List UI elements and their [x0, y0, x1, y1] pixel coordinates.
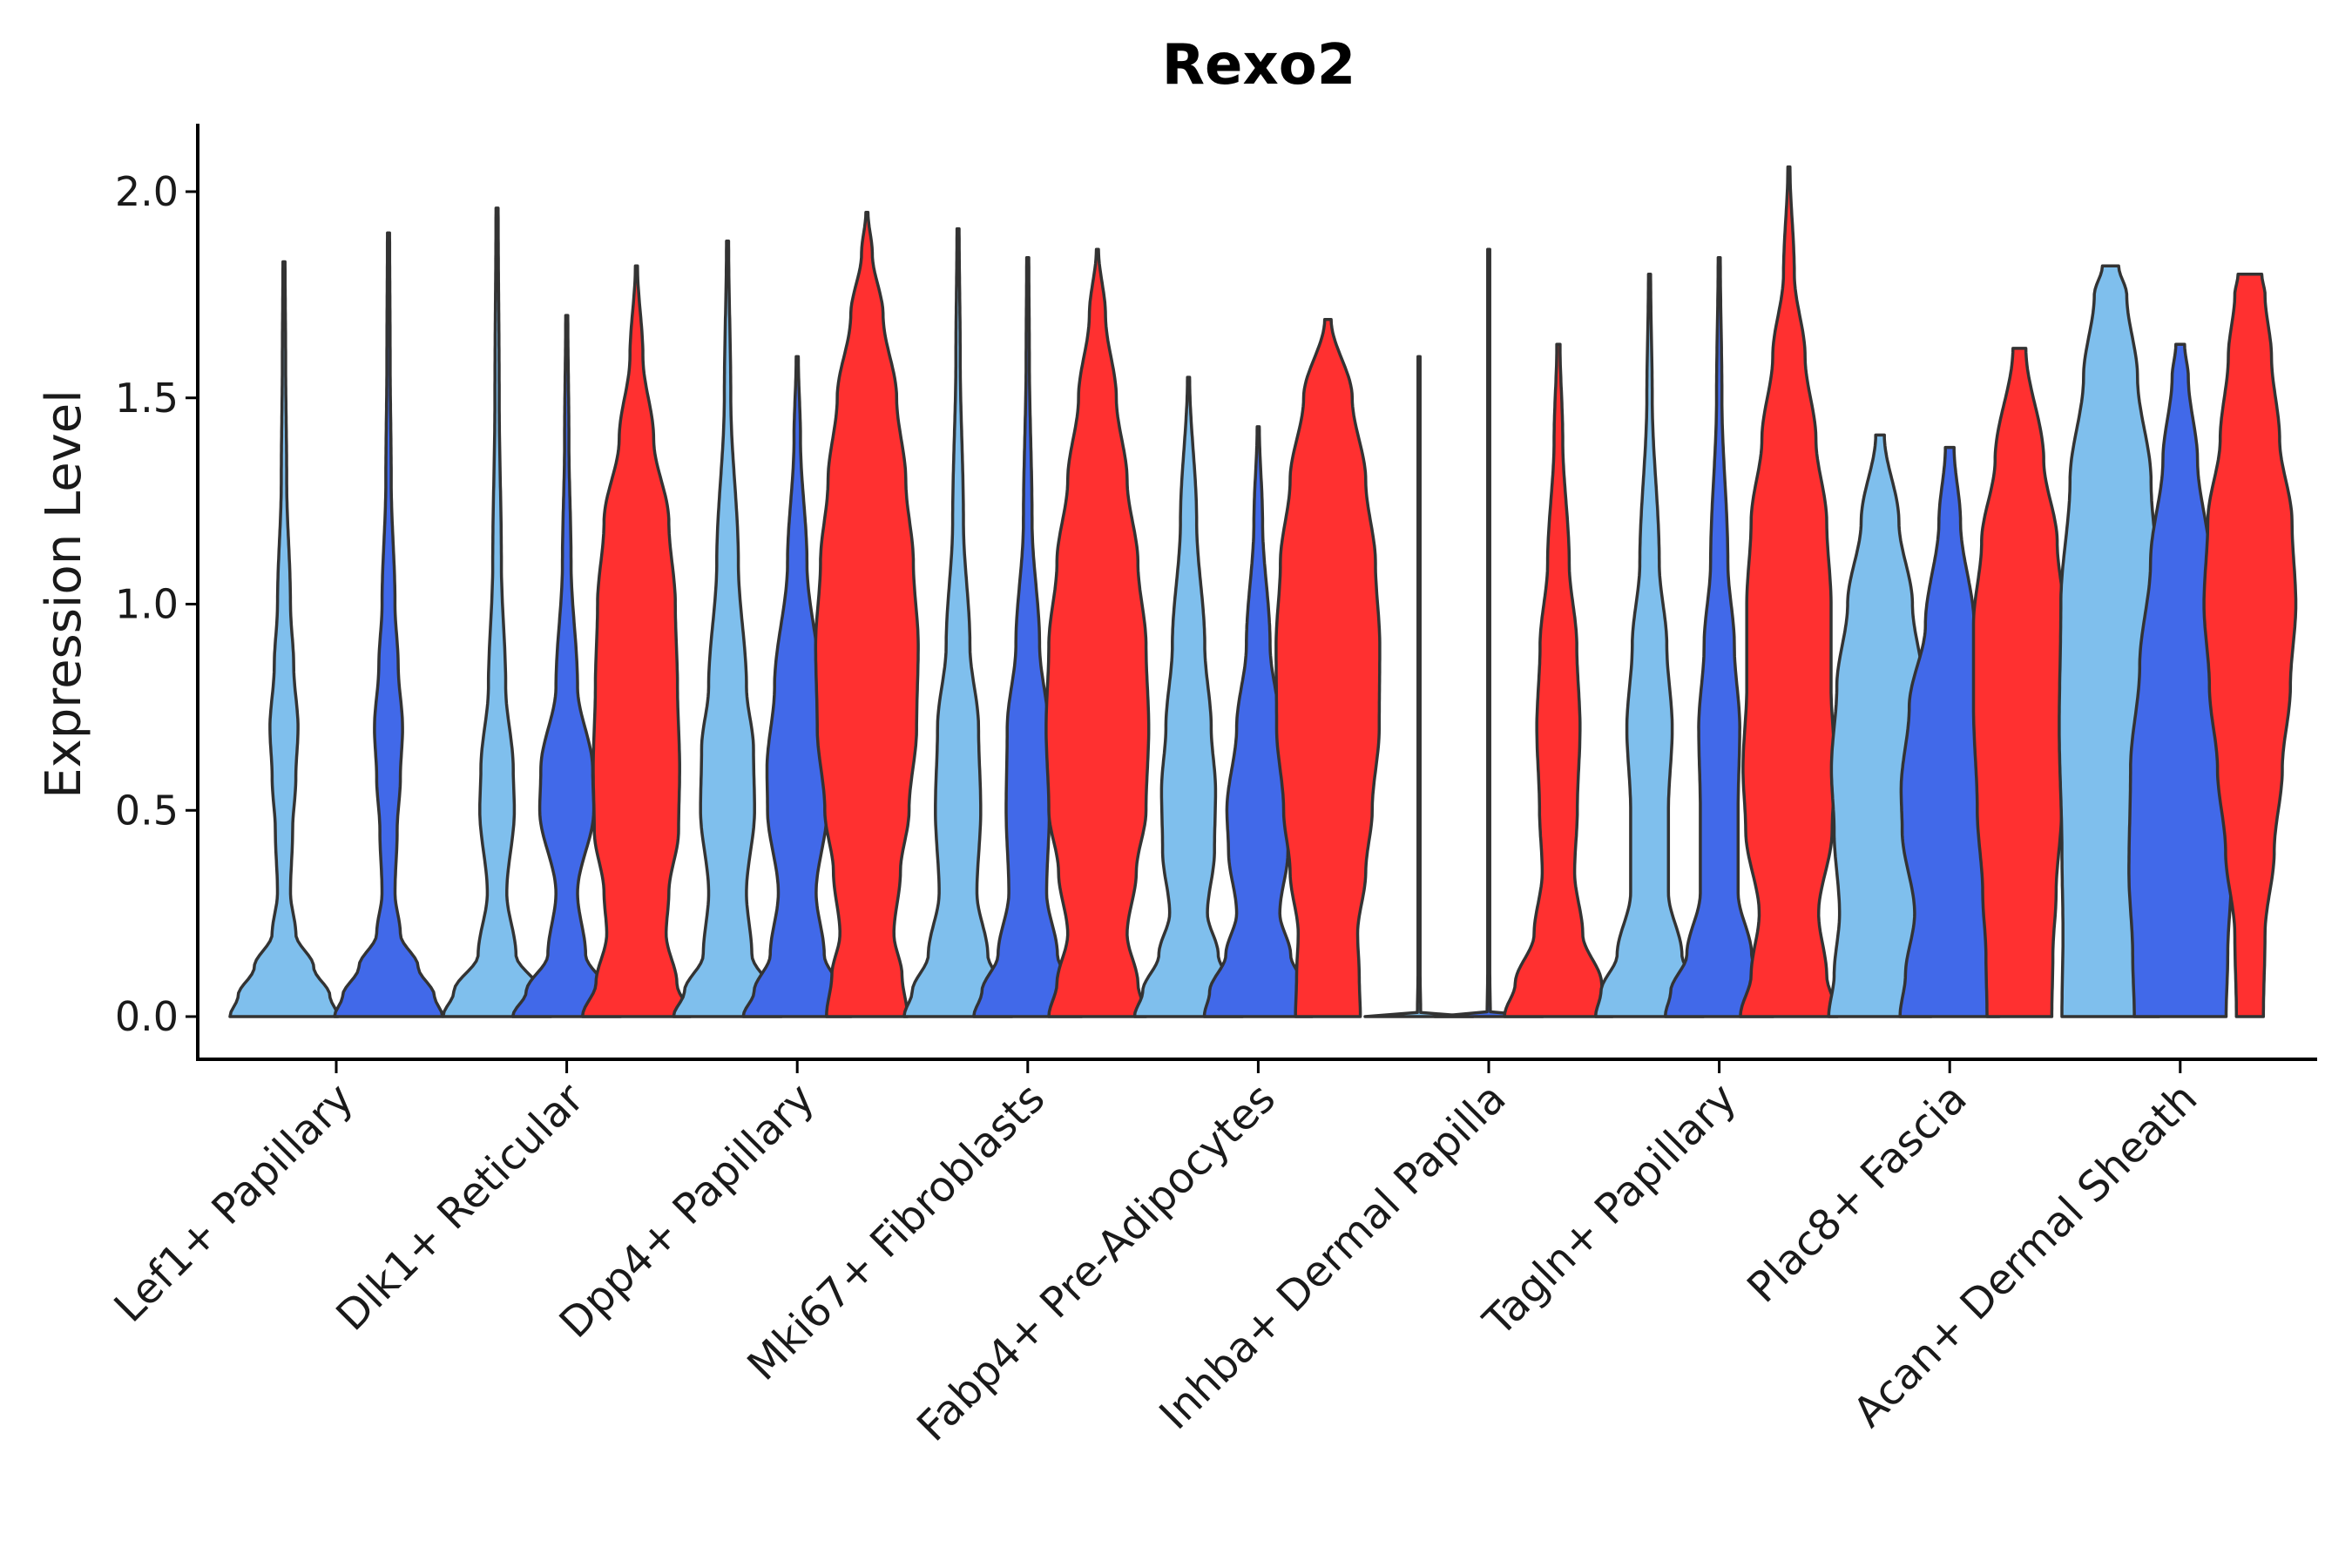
x-tick-label: Tagln+ Papillary [1474, 1074, 1746, 1346]
violin-6-3 [1503, 342, 1614, 1018]
chart-title: Rexo2 [1162, 33, 1355, 98]
violin-3-1 [672, 240, 783, 1018]
y-tick-label: 2.0 [115, 168, 179, 215]
violin-layer [228, 165, 2298, 1018]
violin-9-3 [2202, 272, 2298, 1018]
violin-1-2 [333, 231, 444, 1018]
violin-2-1 [441, 206, 553, 1018]
y-tick-label: 0.5 [115, 787, 179, 834]
violin-6-2 [1433, 247, 1544, 1018]
y-axis: 0.0 0.5 1.0 1.5 2.0 [115, 168, 198, 1040]
violin-4-3 [1044, 247, 1151, 1018]
y-tick-label: 1.0 [115, 581, 179, 628]
x-tick-label: Dlk1+ Reticular [327, 1074, 593, 1341]
violin-8-3 [1971, 347, 2067, 1018]
x-tick-label: Dpp4+ Papillary [551, 1074, 824, 1348]
y-tick-label: 1.5 [115, 375, 179, 422]
violin-7-3 [1739, 165, 1840, 1018]
y-tick-label: 0.0 [115, 993, 179, 1040]
violin-5-1 [1132, 375, 1245, 1018]
violin-7-2 [1663, 256, 1775, 1018]
violin-3-3 [814, 210, 920, 1018]
violin-5-3 [1274, 318, 1382, 1018]
x-tick-label: Lef1+ Papillary [105, 1074, 363, 1332]
violin-4-1 [902, 226, 1014, 1018]
x-tick-label: Plac8+ Fascia [1738, 1074, 1977, 1313]
violin-6-1 [1363, 355, 1475, 1018]
violin-7-1 [1593, 272, 1706, 1018]
y-axis-label: Expression Level [36, 389, 92, 799]
violin-1-1 [228, 260, 340, 1018]
violin-2-3 [580, 264, 693, 1018]
